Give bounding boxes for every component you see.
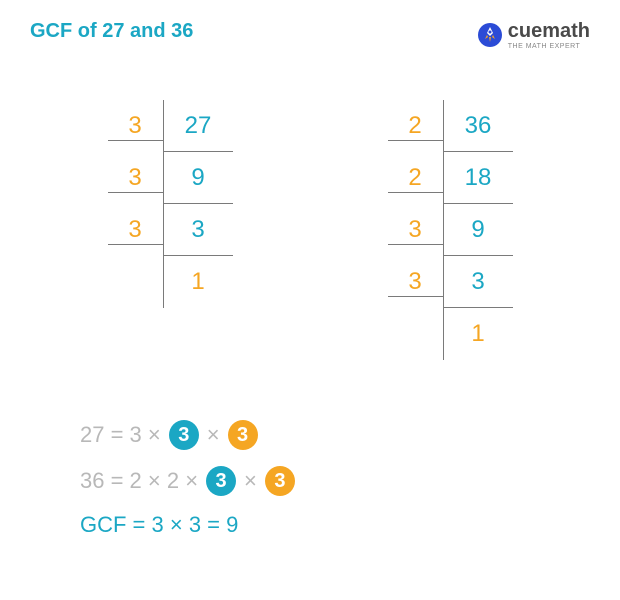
equation-text: GCF = 3 × 3 = 9 [80,512,238,538]
equation-text: × [244,468,257,494]
factor-row: 33 [108,204,233,256]
divisor-cell: 2 [388,164,443,193]
highlighted-factor: 3 [169,420,199,450]
logo: cuemath THE MATH EXPERT [478,20,590,50]
factor-table-27: 32739331 [108,100,233,360]
value-cell: 3 [443,256,513,308]
factor-row: 327 [108,100,233,152]
equation-text: 27 = 3 × [80,422,161,448]
factor-tables-row: 32739331 23621839331 [30,100,590,360]
logo-subtext: THE MATH EXPERT [508,43,590,50]
factor-row: 33 [388,256,513,308]
factor-row: 39 [388,204,513,256]
value-cell: 1 [443,308,513,360]
equation-line: 36 = 2 × 2 × 3 × 3 [80,466,590,496]
equations: 27 = 3 × 3 × 3 36 = 2 × 2 × 3 × 3 GCF = 3 × 3 = … [30,420,590,538]
highlighted-factor: 3 [228,420,258,450]
equation-text: 36 = 2 × 2 × [80,468,198,494]
factor-row: 39 [108,152,233,204]
divisor-cell: 2 [388,112,443,141]
value-cell: 36 [443,100,513,152]
value-cell: 9 [443,204,513,256]
divisor-cell: 3 [108,216,163,245]
factor-row: 236 [388,100,513,152]
value-cell: 27 [163,100,233,152]
divisor-cell: 3 [108,164,163,193]
divisor-cell: 3 [388,268,443,297]
rocket-icon [478,23,502,47]
equation-line: 27 = 3 × 3 × 3 [80,420,590,450]
highlighted-factor: 3 [265,466,295,496]
equation-line: GCF = 3 × 3 = 9 [80,512,590,538]
value-cell: 3 [163,204,233,256]
logo-text: cuemath [508,20,590,43]
factor-row: 218 [388,152,513,204]
factor-table-36: 23621839331 [388,100,513,360]
divisor-cell: 3 [388,216,443,245]
value-cell: 1 [163,256,233,308]
divisor-cell: 3 [108,112,163,141]
factor-row: 1 [108,256,233,308]
factor-row: 1 [388,308,513,360]
page-title: GCF of 27 and 36 [30,20,193,43]
highlighted-factor: 3 [206,466,236,496]
logo-text-wrap: cuemath THE MATH EXPERT [508,20,590,50]
equation-text: × [207,422,220,448]
value-cell: 9 [163,152,233,204]
header: GCF of 27 and 36 cuemath THE MATH EXPERT [30,20,590,50]
value-cell: 18 [443,152,513,204]
